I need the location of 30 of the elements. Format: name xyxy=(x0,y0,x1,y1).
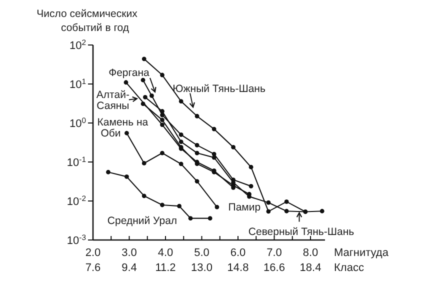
y-tick-label: 10$^{1}$ xyxy=(69,76,86,91)
y-tick-label: 10$^{2}$ xyxy=(69,38,86,52)
annotation: Фергана xyxy=(108,66,150,79)
annotation: Памир xyxy=(228,202,261,214)
y-axis-title: Число сейсмических событий в год xyxy=(36,8,138,34)
x-tick-label: 4.0 xyxy=(158,247,174,259)
annotation: Камень на Оби xyxy=(97,116,148,140)
x2-tick-label: 9.4 xyxy=(122,262,137,274)
annotation: Северный Тянь-Шань xyxy=(248,226,355,238)
x2-tick-label: 16.6 xyxy=(264,262,285,274)
x-axis-title: Магнитуда xyxy=(334,247,390,259)
x2-tick-label: 11.2 xyxy=(155,262,176,274)
x2-tick-label: 14.8 xyxy=(227,262,249,274)
x-tick-label: 7.0 xyxy=(266,247,282,259)
x2-axis-title: Класс xyxy=(334,262,364,274)
y-tick-label: 10$^{-1}$ xyxy=(66,154,86,169)
annotation: Алтай-Саяны xyxy=(96,89,130,112)
y-tick-label: 10$^{-3}$ xyxy=(66,232,86,247)
x-tick-label: 5.0 xyxy=(194,247,210,259)
annotation: Южный Тянь-Шань xyxy=(172,83,266,96)
x2-tick-label: 7.6 xyxy=(85,262,101,274)
y-tick-label: 10$^{0}$ xyxy=(69,116,86,130)
y-tick-label: 10$^{-2}$ xyxy=(66,194,86,208)
annotation: Средний Урал xyxy=(107,214,178,227)
x2-tick-label: 18.4 xyxy=(300,262,322,274)
x-tick-label: 8.0 xyxy=(302,247,318,259)
x2-tick-label: 13.0 xyxy=(191,262,212,274)
x-tick-label: 6.0 xyxy=(230,247,246,259)
x-tick-label: 2.0 xyxy=(85,247,101,259)
x-tick-label: 3.0 xyxy=(122,247,137,259)
